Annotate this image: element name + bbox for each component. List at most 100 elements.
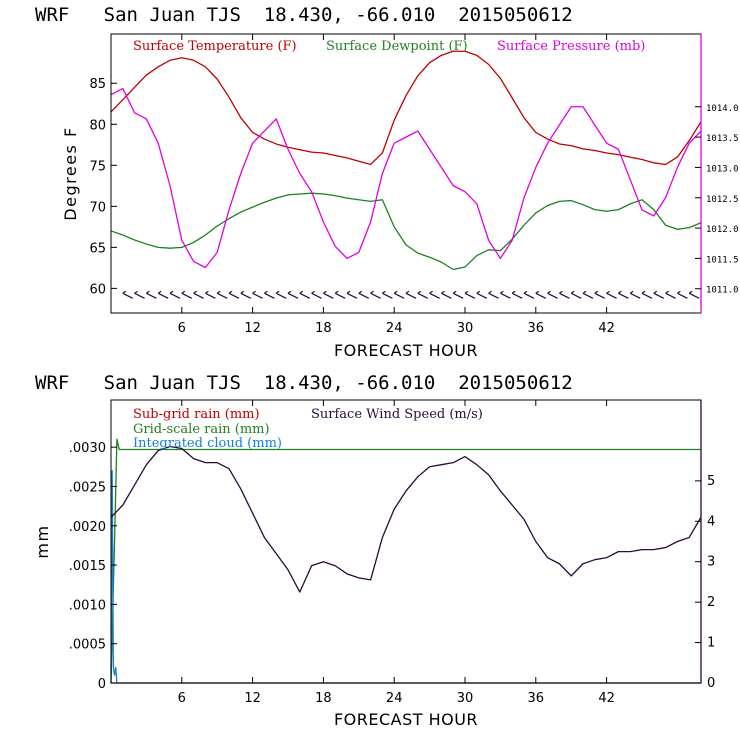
wind-barb bbox=[618, 290, 629, 299]
y2-tick-label: 3 bbox=[707, 555, 715, 570]
wind-barb bbox=[346, 290, 358, 299]
series-line-1 bbox=[110, 50, 702, 166]
wind-barb bbox=[464, 290, 476, 299]
y-tick-label: 60 bbox=[89, 282, 106, 297]
x-axis-label: FORECAST HOUR bbox=[334, 341, 478, 360]
y-tick-label: 70 bbox=[89, 200, 106, 215]
wind-barb bbox=[157, 290, 169, 299]
wind-barb bbox=[476, 290, 488, 299]
wind-barb bbox=[169, 290, 181, 299]
wind-barb bbox=[134, 290, 145, 299]
y-tick-label: 0 bbox=[98, 677, 106, 692]
series-line-3 bbox=[110, 87, 702, 269]
legend-entry-4: Surface Wind Speed (m/s) bbox=[311, 407, 483, 422]
y2-tick-label: 0 bbox=[707, 676, 715, 691]
legend-entry-3: Integrated cloud (mm) bbox=[133, 436, 282, 451]
chart-title: WRF San Juan TJS 18.430, -66.010 2015050… bbox=[35, 372, 573, 394]
wind-barb bbox=[629, 290, 641, 299]
x-tick-label: 24 bbox=[386, 691, 403, 706]
x-tick-label: 36 bbox=[528, 321, 545, 336]
y-tick-label: 65 bbox=[89, 241, 106, 256]
wind-barb bbox=[358, 290, 370, 299]
y2-tick-label: 1013.5 bbox=[706, 134, 739, 144]
wind-barb bbox=[264, 290, 275, 299]
wind-barb bbox=[252, 290, 263, 299]
wind-barb bbox=[429, 290, 440, 299]
wind-barb bbox=[594, 290, 606, 299]
x-tick-label: 24 bbox=[386, 321, 403, 336]
wind-barb bbox=[146, 290, 157, 299]
wind-barb bbox=[334, 290, 346, 299]
y2-tick-label: 1012.5 bbox=[706, 195, 739, 205]
wind-barb bbox=[181, 290, 193, 299]
y-tick-label: 75 bbox=[89, 159, 106, 174]
y-tick-label: .0020 bbox=[69, 520, 106, 535]
wind-barb bbox=[287, 290, 299, 299]
y2-tick-label: 1 bbox=[707, 636, 715, 651]
wind-barb bbox=[688, 290, 700, 299]
wind-barb bbox=[511, 290, 523, 299]
y-axis-label: Degrees F bbox=[61, 126, 80, 220]
wind-barb bbox=[370, 290, 381, 299]
y-tick-label: 85 bbox=[89, 77, 106, 92]
wind-barb bbox=[311, 290, 322, 299]
legend-entry-3: Surface Pressure (mb) bbox=[497, 39, 645, 54]
y2-tick-label: 4 bbox=[707, 514, 715, 529]
x-tick-label: 42 bbox=[598, 321, 615, 336]
wind-barb bbox=[653, 290, 665, 299]
x-tick-label: 6 bbox=[178, 691, 186, 706]
y-tick-label: .0005 bbox=[69, 638, 106, 653]
wind-barb bbox=[323, 290, 334, 299]
wind-barb bbox=[299, 290, 311, 299]
wind-barb bbox=[570, 290, 582, 299]
y-axis-label: mm bbox=[33, 524, 52, 558]
wind-barb bbox=[582, 290, 594, 299]
legend-entry-1: Surface Temperature (F) bbox=[133, 39, 297, 54]
wind-barb bbox=[240, 290, 252, 299]
y2-tick-label: 1014.0 bbox=[706, 104, 739, 114]
legend-entry-1: Sub-grid rain (mm) bbox=[133, 407, 260, 422]
wind-barb bbox=[523, 290, 535, 299]
y-tick-label: .0025 bbox=[69, 480, 106, 495]
wind-barb bbox=[441, 290, 452, 299]
wind-barb bbox=[193, 290, 204, 299]
surface-panel: WRF San Juan TJS 18.430, -66.010 2015050… bbox=[35, 4, 739, 360]
wind-barb bbox=[405, 290, 417, 299]
chart-title: WRF San Juan TJS 18.430, -66.010 2015050… bbox=[35, 4, 573, 26]
y-tick-label: .0015 bbox=[69, 559, 106, 574]
legend-entry-2: Grid-scale rain (mm) bbox=[133, 422, 270, 437]
x-tick-label: 36 bbox=[528, 691, 545, 706]
wind-barb bbox=[216, 290, 228, 299]
wind-barb bbox=[547, 290, 558, 299]
series-line-4 bbox=[110, 445, 702, 593]
y2-tick-label: 1012.0 bbox=[706, 225, 739, 235]
y-tick-label: .0030 bbox=[69, 441, 106, 456]
y2-tick-label: 1011.0 bbox=[706, 286, 739, 296]
x-tick-label: 30 bbox=[457, 691, 474, 706]
y-tick-label: .0010 bbox=[69, 598, 106, 613]
wind-barb bbox=[606, 290, 617, 299]
wind-barb bbox=[677, 290, 688, 299]
wind-barb bbox=[559, 290, 570, 299]
wind-barb bbox=[452, 290, 464, 299]
wind-barb bbox=[500, 290, 511, 299]
x-tick-label: 30 bbox=[457, 321, 474, 336]
y2-tick-label: 5 bbox=[707, 474, 715, 489]
x-tick-label: 42 bbox=[598, 691, 615, 706]
wind-barb bbox=[382, 290, 393, 299]
y2-tick-label: 1013.0 bbox=[706, 164, 739, 174]
y-tick-label: 80 bbox=[89, 118, 106, 133]
x-tick-label: 12 bbox=[244, 321, 261, 336]
y2-tick-label: 1011.5 bbox=[706, 255, 739, 265]
x-tick-label: 12 bbox=[244, 691, 261, 706]
precip-panel: WRF San Juan TJS 18.430, -66.010 2015050… bbox=[33, 372, 715, 729]
wind-barb bbox=[641, 290, 653, 299]
wind-barb bbox=[665, 290, 676, 299]
series-line-2 bbox=[110, 192, 702, 271]
x-tick-label: 18 bbox=[315, 321, 332, 336]
legend-entry-2: Surface Dewpoint (F) bbox=[326, 39, 468, 54]
x-axis-label: FORECAST HOUR bbox=[334, 710, 478, 729]
wind-barb bbox=[535, 290, 547, 299]
